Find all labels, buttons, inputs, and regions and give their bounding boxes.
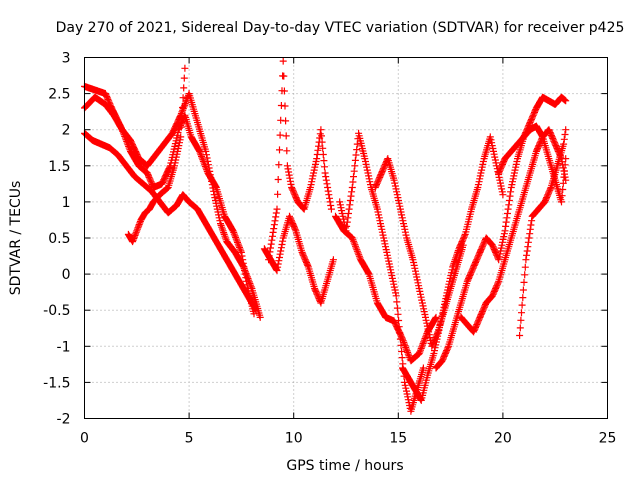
series-track-6	[265, 57, 335, 264]
series-track-5	[260, 212, 337, 307]
marker-trail	[124, 64, 189, 246]
y-tick-label: -0.5	[43, 303, 70, 319]
series-track-1	[81, 82, 258, 318]
x-tick-label: 25	[599, 431, 617, 447]
y-tick-label: 0	[62, 267, 71, 283]
y-tick-label: 0.5	[48, 231, 70, 247]
marker-trail	[399, 133, 507, 404]
x-axis-title: GPS time / hours	[286, 458, 403, 474]
y-tick-label: -1.5	[43, 375, 70, 391]
y-tick-label: 2.5	[48, 87, 70, 103]
y-tick-label: -1	[57, 339, 71, 355]
marker-trail	[516, 126, 570, 339]
marker-trail	[265, 57, 335, 264]
marker-trail	[495, 122, 570, 206]
y-tick-label: 3	[62, 51, 71, 67]
chart-title: Day 270 of 2021, Sidereal Day-to-day VTE…	[56, 20, 625, 36]
series-track-14	[495, 122, 570, 206]
marker-trail	[457, 126, 570, 336]
x-tick-label: 0	[80, 431, 89, 447]
y-tick-label: 1	[62, 195, 71, 211]
x-tick-label: 20	[494, 431, 512, 447]
y-tick-label: 2	[62, 123, 71, 139]
series-track-13	[516, 126, 570, 339]
y-tick-label: 1.5	[48, 159, 70, 175]
marker-trail	[260, 212, 337, 307]
data-markers	[81, 57, 570, 415]
series-track-10	[399, 133, 507, 404]
marker-trail	[336, 129, 427, 415]
series-track-4	[124, 64, 189, 246]
y-tick-labels: -2 -1.5 -1 -0.5 0 0.5 1 1.5 2 2.5 3	[43, 51, 70, 428]
series-track-12	[457, 126, 570, 336]
x-tick-label: 15	[389, 431, 407, 447]
series-track-8	[336, 129, 427, 415]
axis-ticks	[84, 57, 608, 419]
y-tick-label: -2	[57, 412, 71, 428]
y-axis-title: SDTVAR / TECUs	[8, 181, 24, 296]
marker-trail	[81, 82, 258, 318]
x-tick-label: 10	[285, 431, 303, 447]
x-tick-labels: 0 5 10 15 20 25	[80, 431, 616, 447]
x-tick-label: 5	[185, 431, 194, 447]
